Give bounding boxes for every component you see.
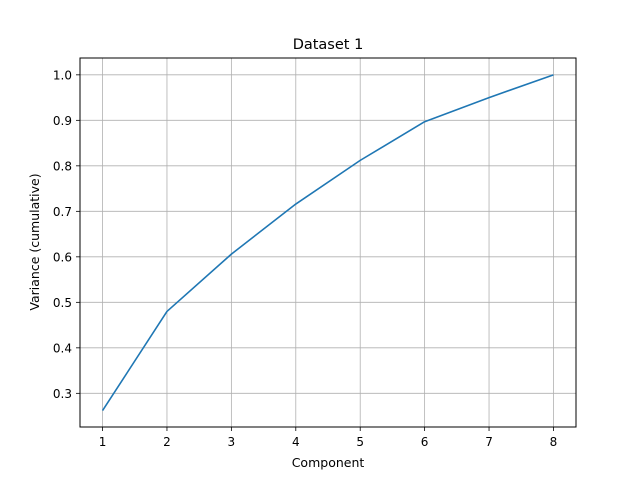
plot-area-frame [79, 57, 577, 428]
x-tick-label: 2 [163, 435, 171, 449]
y-axis-label: Variance (cumulative) [27, 173, 42, 310]
y-tick-label: 0.4 [53, 341, 72, 355]
series-layer [101, 74, 554, 412]
y-axis-ticks: 0.3 0.4 0.5 0.6 0.7 0.8 0.9 1.0 [53, 68, 80, 401]
y-tick-label: 0.9 [53, 114, 72, 128]
grid-lines [80, 58, 576, 427]
x-tick-label: 8 [550, 435, 558, 449]
x-tick-label: 3 [228, 435, 236, 449]
y-tick-label: 1.0 [53, 68, 72, 82]
y-tick-label: 0.6 [53, 250, 72, 264]
y-tick-label: 0.8 [53, 159, 72, 173]
x-axis-ticks: 1 2 3 4 5 6 7 8 [99, 427, 558, 449]
x-tick-label: 7 [485, 435, 493, 449]
y-tick-label: 0.3 [53, 387, 72, 401]
x-tick-label: 6 [421, 435, 429, 449]
x-tick-label: 1 [99, 435, 107, 449]
x-tick-label: 5 [356, 435, 364, 449]
series-line [101, 74, 554, 412]
chart-title: Dataset 1 [293, 37, 364, 53]
x-axis-label: Component [292, 455, 365, 470]
y-tick-label: 0.5 [53, 296, 72, 310]
x-tick-label: 4 [292, 435, 300, 449]
y-tick-label: 0.7 [53, 205, 72, 219]
